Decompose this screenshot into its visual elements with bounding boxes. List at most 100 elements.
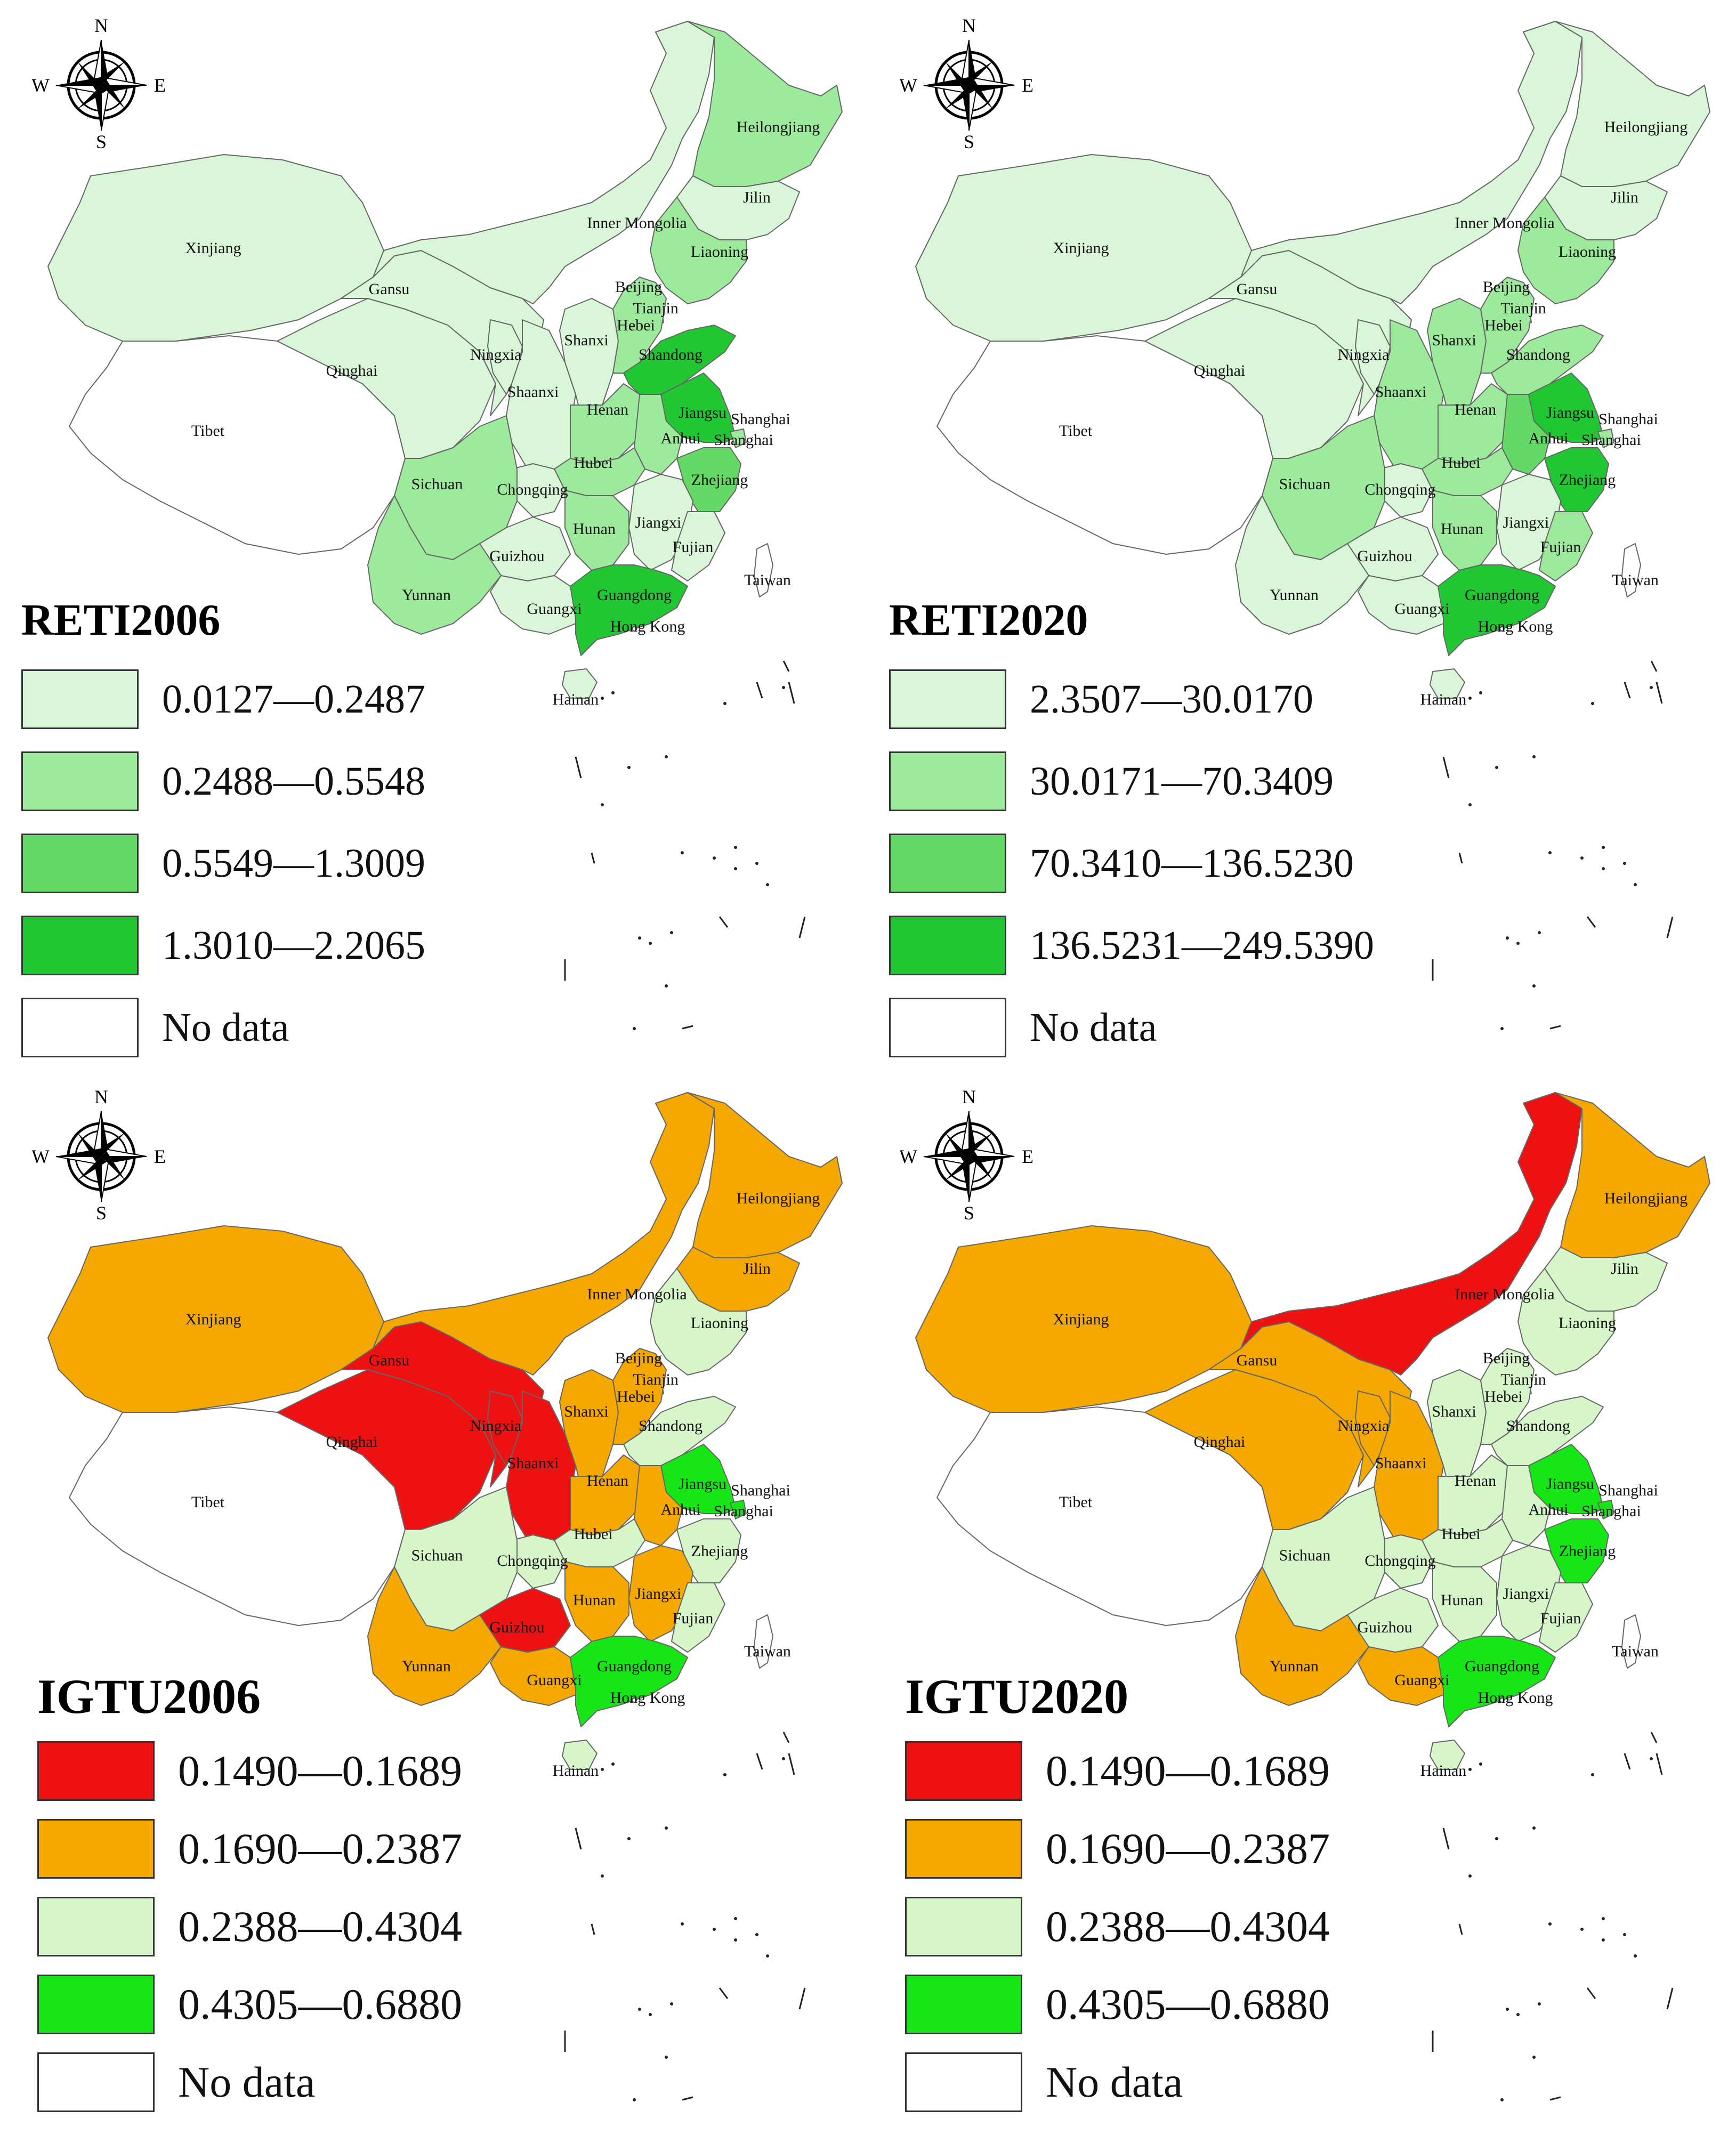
map-panel-reti2006: Xinjiang Tibet Qinghai Gansu Ningxia Shaanxi S… <box>0 0 868 1071</box>
province-label-anhui: Anhui <box>1529 430 1569 447</box>
province-label-shanghai-a: Shanghai <box>1598 1482 1658 1499</box>
province-liaoning <box>650 1268 747 1376</box>
province-label-hubei: Hubei <box>1441 1525 1480 1543</box>
legend-swatch <box>21 751 139 811</box>
province-label-shanghai-b: Shanghai <box>1581 1502 1641 1520</box>
legend: 0.0127—0.2487 0.2488—0.5548 0.5549—1.3009 1… <box>21 658 425 1069</box>
compass-w-label: W <box>900 75 917 96</box>
province-inner-mongolia <box>1240 21 1582 304</box>
province-yunnan <box>1235 495 1369 635</box>
island-dot <box>1650 686 1653 689</box>
province-hongkong <box>1499 1697 1505 1703</box>
province-label-hubei: Hubei <box>1441 454 1480 472</box>
province-hunan <box>564 1561 629 1642</box>
legend-swatch <box>37 2052 155 2112</box>
legend-item: 136.5231—249.5390 <box>889 904 1374 986</box>
province-label-heilongjiang: Heilongjiang <box>1604 118 1688 136</box>
province-label-hunan: Hunan <box>573 1591 616 1609</box>
island-dot <box>611 691 615 694</box>
island-dot <box>1580 1928 1584 1931</box>
legend-swatch <box>37 1819 155 1879</box>
province-liaoning <box>650 197 747 304</box>
island-dot <box>627 766 631 769</box>
province-label-chongqing: Chongqing <box>497 481 568 498</box>
island-dot <box>1602 1938 1605 1942</box>
legend-swatch <box>889 916 1006 975</box>
province-label-heilongjiang: Heilongjiang <box>737 118 820 136</box>
legend-label: No data <box>178 2058 316 2106</box>
province-label-guangxi: Guangxi <box>527 1671 582 1689</box>
compass-s-label: S <box>96 131 107 149</box>
province-label-sichuan: Sichuan <box>1279 475 1331 493</box>
province-label-xinjiang: Xinjiang <box>1053 1311 1109 1328</box>
nine-dash-segment <box>1656 682 1663 704</box>
island-dot <box>665 984 668 988</box>
province-taiwan <box>1621 543 1641 597</box>
legend-label: 0.2488—0.5548 <box>162 758 425 804</box>
province-label-heilongjiang: Heilongjiang <box>1604 1190 1688 1207</box>
nine-dash-segment <box>1666 916 1674 939</box>
legend-label: 0.5549—1.3009 <box>162 840 425 886</box>
legend-swatch <box>905 1897 1022 1956</box>
nine-dash-segment <box>1442 756 1450 779</box>
nine-dash-segment <box>1650 1732 1658 1743</box>
province-label-fujian: Fujian <box>1540 1610 1581 1627</box>
province-hainan <box>1430 668 1465 699</box>
province-chongqing <box>511 1534 566 1589</box>
legend-title: IGTU2020 <box>905 1669 1129 1724</box>
island-dot <box>633 2098 636 2101</box>
province-hainan <box>562 1740 597 1770</box>
legend-item: 0.1490—0.1689 <box>905 1732 1330 1810</box>
province-label-henan: Henan <box>587 1472 628 1490</box>
province-hebei <box>612 1348 667 1445</box>
province-label-shanxi: Shanxi <box>1432 1403 1476 1420</box>
province-taiwan <box>1621 1614 1641 1669</box>
nine-dash-segment <box>591 1923 595 1935</box>
province-hongkong <box>632 626 637 632</box>
nine-dash-segment <box>1458 1923 1463 1935</box>
compass-s-label: S <box>964 1202 974 1220</box>
nine-dash-segment <box>1549 2096 1561 2101</box>
province-label-fujian: Fujian <box>673 1610 714 1627</box>
island-dot <box>1495 766 1498 769</box>
province-label-jiangxi: Jiangxi <box>635 1585 682 1603</box>
province-label-hunan: Hunan <box>1441 520 1483 538</box>
legend-item: 0.0127—0.2487 <box>21 658 425 740</box>
nine-dash-segment <box>756 1753 763 1770</box>
province-label-jiangxi: Jiangxi <box>1503 514 1549 531</box>
legend-label: 30.0171—70.3409 <box>1030 758 1334 804</box>
legend-item: 0.1490—0.1689 <box>37 1732 462 1810</box>
legend-item: 0.2488—0.5548 <box>21 740 425 822</box>
province-hainan <box>562 668 597 699</box>
legend-item: 0.2388—0.4304 <box>37 1888 462 1966</box>
province-label-chongqing: Chongqing <box>1364 1552 1435 1570</box>
island-dot <box>638 2008 641 2011</box>
province-chongqing <box>1379 1534 1433 1589</box>
province-label-inner-mongolia: Inner Mongolia <box>1455 1285 1554 1303</box>
compass-n-label: N <box>94 1086 108 1107</box>
island-dot <box>665 1826 668 1830</box>
island-dot <box>1591 1773 1594 1776</box>
province-inner-mongolia <box>1240 1092 1582 1376</box>
province-label-fujian: Fujian <box>1540 538 1581 556</box>
island-dot <box>1468 803 1472 806</box>
island-dot <box>670 931 673 934</box>
nine-dash-segment <box>575 1827 582 1850</box>
province-label-shaanxi: Shaanxi <box>507 383 559 401</box>
province-taiwan <box>754 1614 773 1669</box>
island-dot <box>1532 755 1536 758</box>
nine-dash-segment <box>591 852 595 864</box>
legend-item: No data <box>21 986 425 1069</box>
legend-label: No data <box>1030 1005 1157 1050</box>
compass-rose-icon: N S E W <box>899 11 1038 152</box>
province-label-zhejiang: Zhejiang <box>1559 1542 1616 1560</box>
island-dot <box>1516 942 1520 945</box>
province-inner-mongolia <box>373 21 715 304</box>
compass-n-label: N <box>94 15 108 36</box>
island-dot <box>1591 702 1594 705</box>
island-dot <box>611 1762 615 1766</box>
province-label-tianjin: Tianjin <box>633 1371 679 1388</box>
island-dot <box>723 702 726 705</box>
province-label-hunan: Hunan <box>1441 1591 1483 1609</box>
province-heilongjiang <box>1555 21 1710 187</box>
